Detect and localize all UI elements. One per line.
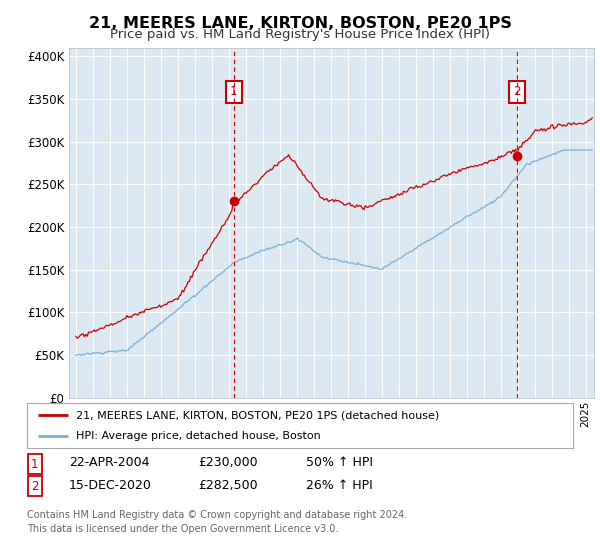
Text: £282,500: £282,500 (198, 479, 257, 492)
Text: HPI: Average price, detached house, Boston: HPI: Average price, detached house, Bost… (76, 431, 321, 441)
Text: 22-APR-2004: 22-APR-2004 (69, 456, 149, 469)
Text: £230,000: £230,000 (198, 456, 257, 469)
Text: 2: 2 (31, 480, 38, 493)
Text: 1: 1 (31, 458, 38, 470)
Text: 1: 1 (230, 86, 238, 99)
Text: 50% ↑ HPI: 50% ↑ HPI (306, 456, 373, 469)
Text: Contains HM Land Registry data © Crown copyright and database right 2024.
This d: Contains HM Land Registry data © Crown c… (27, 510, 407, 534)
Text: Price paid vs. HM Land Registry's House Price Index (HPI): Price paid vs. HM Land Registry's House … (110, 28, 490, 41)
Text: 2: 2 (513, 86, 520, 99)
Text: 15-DEC-2020: 15-DEC-2020 (69, 479, 152, 492)
Text: 26% ↑ HPI: 26% ↑ HPI (306, 479, 373, 492)
Text: 21, MEERES LANE, KIRTON, BOSTON, PE20 1PS (detached house): 21, MEERES LANE, KIRTON, BOSTON, PE20 1P… (76, 410, 439, 421)
Text: 21, MEERES LANE, KIRTON, BOSTON, PE20 1PS: 21, MEERES LANE, KIRTON, BOSTON, PE20 1P… (89, 16, 511, 31)
